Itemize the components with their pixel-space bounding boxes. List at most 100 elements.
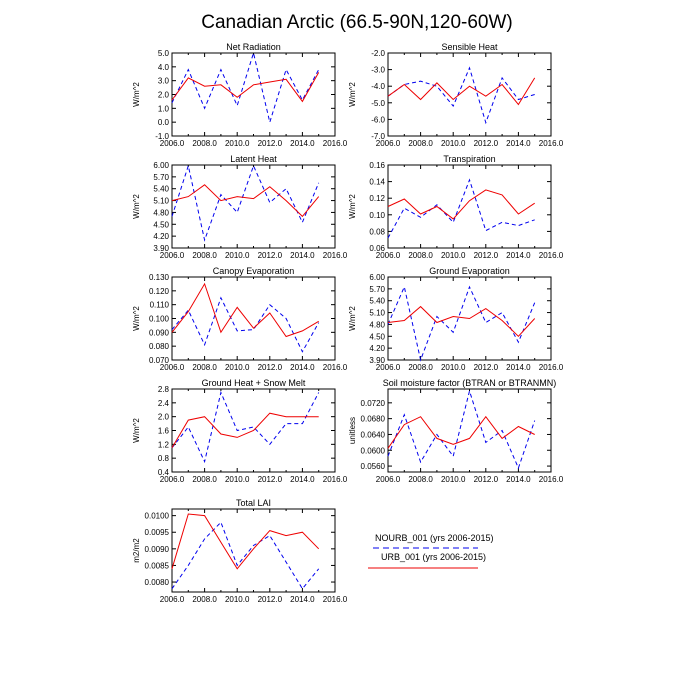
x-tick-label: 2006.0 bbox=[160, 475, 185, 484]
x-tick-label: 2008.0 bbox=[192, 595, 217, 604]
x-tick-label: 2012.0 bbox=[474, 139, 499, 148]
y-tick-label: -6.0 bbox=[371, 115, 385, 124]
y-tick-label: 0.12 bbox=[369, 194, 385, 203]
plot-frame bbox=[171, 276, 336, 361]
x-tick-label: 2010.0 bbox=[441, 139, 466, 148]
y-axis-label: W/m^2 bbox=[132, 194, 141, 219]
series-line-nourb bbox=[171, 390, 320, 464]
x-tick-label: 2006.0 bbox=[376, 139, 401, 148]
x-tick-label: 2014.0 bbox=[506, 139, 531, 148]
x-tick-label: 2012.0 bbox=[258, 139, 283, 148]
y-tick-label: 5.70 bbox=[369, 285, 385, 294]
y-tick-label: 3.90 bbox=[153, 244, 169, 253]
y-axis-label: W/m^2 bbox=[348, 82, 357, 107]
x-tick-label: 2008.0 bbox=[192, 475, 217, 484]
plot-frame bbox=[171, 508, 336, 593]
y-tick-label: 0.120 bbox=[149, 287, 170, 296]
x-tick-label: 2014.0 bbox=[290, 363, 315, 372]
y-axis-label: W/m^2 bbox=[132, 82, 141, 107]
y-tick-label: 0.10 bbox=[369, 211, 385, 220]
figure-title: Canadian Arctic (66.5-90N,120-60W) bbox=[201, 12, 513, 33]
y-tick-label: 5.0 bbox=[158, 49, 170, 58]
x-tick-label: 2014.0 bbox=[506, 251, 531, 260]
x-tick-label: 2010.0 bbox=[441, 475, 466, 484]
legend-label-nourb: NOURB_001 (yrs 2006-2015) bbox=[375, 533, 494, 543]
panel-title: Latent Heat bbox=[230, 154, 277, 164]
y-tick-label: 2.0 bbox=[158, 91, 170, 100]
x-tick-label: 2010.0 bbox=[225, 251, 250, 260]
series-line-nourb bbox=[387, 66, 535, 125]
series-line-urb bbox=[387, 305, 536, 338]
y-tick-label: 4.0 bbox=[158, 63, 170, 72]
x-tick-label: 2010.0 bbox=[441, 363, 466, 372]
x-tick-label: 2008.0 bbox=[408, 251, 433, 260]
panel-title: Transpiration bbox=[443, 154, 495, 164]
series-line-nourb bbox=[171, 521, 320, 590]
x-tick-label: 2016.0 bbox=[539, 475, 564, 484]
series-line-nourb bbox=[387, 389, 536, 470]
x-tick-label: 2010.0 bbox=[225, 139, 250, 148]
y-tick-label: 0.0640 bbox=[361, 430, 386, 439]
x-tick-label: 2008.0 bbox=[408, 139, 433, 148]
y-tick-label: 1.6 bbox=[158, 427, 170, 436]
panels-group: Net Radiation 2006.0 2008.0 2010.0 2012.0 201… bbox=[132, 42, 564, 604]
panel-title: Ground Heat + Snow Melt bbox=[202, 378, 306, 388]
y-tick-label: -7.0 bbox=[371, 132, 385, 141]
panel-title: Sensible Heat bbox=[441, 42, 498, 52]
y-axis-label: W/m^2 bbox=[132, 418, 141, 443]
y-tick-label: 5.40 bbox=[369, 297, 385, 306]
y-tick-label: 6.00 bbox=[153, 161, 169, 170]
x-tick-label: 2008.0 bbox=[192, 251, 217, 260]
x-tick-label: 2008.0 bbox=[192, 139, 217, 148]
panel-net-radiation: Net Radiation 2006.0 2008.0 2010.0 2012.0 201… bbox=[132, 42, 348, 148]
x-tick-label: 2006.0 bbox=[376, 251, 401, 260]
y-axis-label: W/m^2 bbox=[348, 306, 357, 331]
y-tick-label: 3.90 bbox=[369, 356, 385, 365]
x-tick-label: 2012.0 bbox=[258, 475, 283, 484]
x-tick-label: 2008.0 bbox=[192, 363, 217, 372]
y-axis-label: m2/m2 bbox=[132, 538, 141, 563]
series-line-urb bbox=[171, 513, 320, 570]
x-tick-label: 2006.0 bbox=[160, 251, 185, 260]
y-tick-label: 0.110 bbox=[150, 301, 170, 310]
y-tick-label: 6.00 bbox=[369, 273, 385, 282]
x-tick-label: 2014.0 bbox=[506, 363, 531, 372]
y-tick-label: 0.080 bbox=[149, 342, 170, 351]
y-tick-label: 0.0720 bbox=[361, 399, 386, 408]
y-tick-label: 0.0560 bbox=[361, 462, 386, 471]
plot-frame bbox=[387, 52, 552, 137]
panel-ground-heat-snow-melt: Ground Heat + Snow Melt 2006.0 2008.0 2010.… bbox=[132, 378, 348, 484]
x-tick-label: 2006.0 bbox=[160, 595, 185, 604]
x-tick-label: 2016.0 bbox=[323, 475, 348, 484]
y-tick-label: 0.8 bbox=[158, 454, 170, 463]
x-tick-label: 2016.0 bbox=[323, 595, 348, 604]
y-axis-label: W/m^2 bbox=[348, 194, 357, 219]
y-tick-label: 4.50 bbox=[369, 332, 385, 341]
y-tick-label: -2.0 bbox=[371, 49, 385, 58]
x-tick-label: 2010.0 bbox=[225, 363, 250, 372]
y-tick-label: 4.50 bbox=[153, 220, 169, 229]
x-tick-label: 2012.0 bbox=[258, 595, 283, 604]
x-tick-label: 2006.0 bbox=[160, 363, 185, 372]
x-tick-label: 2014.0 bbox=[506, 475, 531, 484]
panel-title: Soil moisture factor (BTRAN or BTRANMN) bbox=[383, 378, 557, 388]
x-tick-label: 2006.0 bbox=[376, 475, 401, 484]
y-tick-label: 4.20 bbox=[153, 232, 169, 241]
y-tick-label: -1.0 bbox=[155, 132, 169, 141]
y-tick-label: 5.40 bbox=[153, 185, 169, 194]
panel-sensible-heat: Sensible Heat 2006.0 2008.0 2010.0 2012.0 201… bbox=[348, 42, 564, 148]
x-tick-label: 2016.0 bbox=[539, 251, 564, 260]
x-tick-label: 2012.0 bbox=[474, 251, 499, 260]
series-line-nourb bbox=[171, 163, 320, 242]
series-line-urb bbox=[171, 184, 320, 218]
legend-label-urb: URB_001 (yrs 2006-2015) bbox=[381, 552, 486, 562]
y-tick-label: 0.090 bbox=[149, 328, 170, 337]
x-tick-label: 2008.0 bbox=[408, 363, 433, 372]
panel-title: Canopy Evaporation bbox=[213, 266, 295, 276]
y-tick-label: 0.0 bbox=[158, 118, 170, 127]
y-tick-label: 2.8 bbox=[158, 385, 170, 394]
y-tick-label: 1.0 bbox=[158, 104, 170, 113]
series-line-urb bbox=[171, 412, 319, 449]
x-tick-label: 2012.0 bbox=[474, 475, 499, 484]
